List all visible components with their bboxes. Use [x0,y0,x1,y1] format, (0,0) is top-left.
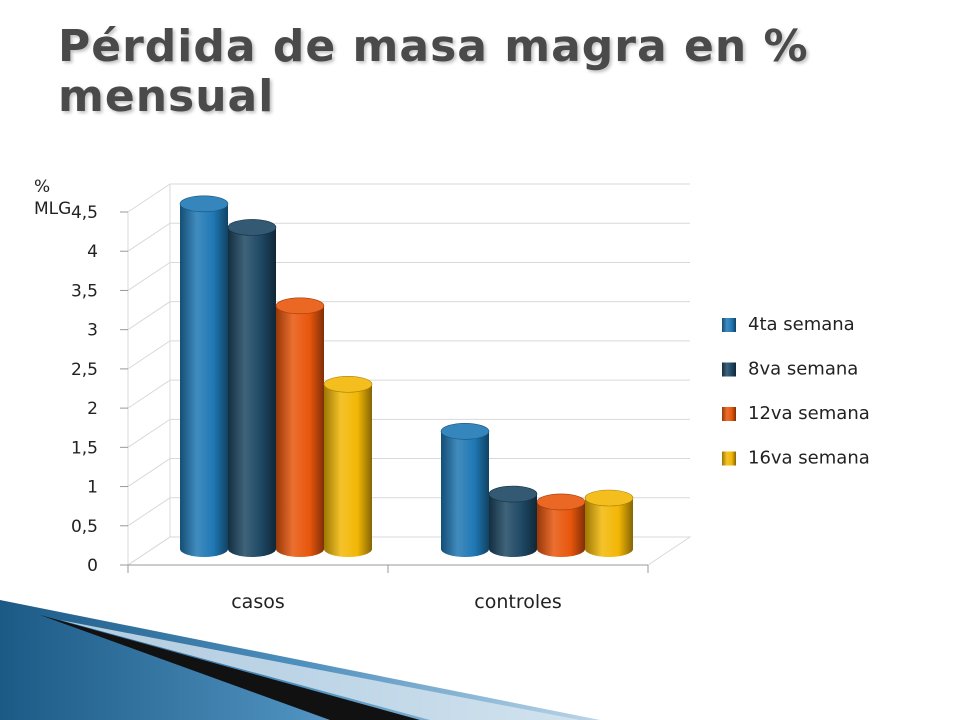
bar [440,423,490,557]
bar-top [323,375,373,393]
legend-label: 16va semana [748,448,870,469]
page-title: Pérdida de masa magra en % mensual [58,21,809,122]
legend-label: 12va semana [748,403,870,424]
bar [323,375,373,557]
decor-swoosh-light [60,620,580,720]
legend-swatch [722,451,736,466]
bar [536,493,586,557]
y-tick-label: 2,5 [71,360,98,380]
bar-body [228,227,276,557]
bar-body [489,494,537,557]
decor-swoosh-black [40,615,420,720]
x-tick-label: casos [231,591,285,613]
y-axis-label: % MLG [34,177,71,219]
decor-swoosh-blue [0,600,600,720]
y-tick-label: 1,5 [71,438,98,458]
axis-layer [120,211,649,573]
y-tick-label: 0,5 [71,517,98,537]
bar-top [440,423,490,440]
y-tick-label: 0 [87,556,98,576]
bar-top [227,219,277,236]
grid-layer [126,183,692,566]
bar-top [488,485,538,503]
bar [179,195,229,557]
label-layer: 0 0,5 1 1,5 2 2,5 3 3,5 4 4,5% MLG casos controles [34,177,562,613]
x-tick-label: controles [474,591,561,613]
bar [275,297,325,557]
bar-body [585,498,633,557]
bar-top [179,195,229,213]
legend-item: 4ta semana [722,314,855,335]
y-tick-label: 3,5 [71,281,98,301]
y-tick-label: 4 [87,242,98,262]
y-tick-label: 2 [87,399,98,419]
legend-item: 16va semana [722,448,870,469]
legend-item: 8va semana [722,359,858,380]
bar-top [584,489,634,507]
y-tick-label: 4,5 [71,203,98,223]
bar-body [441,431,489,557]
bar [584,489,634,557]
bar [488,485,538,557]
bar-top [275,297,325,315]
bar-body [276,305,324,557]
legend-swatch [722,407,736,421]
y-tick-label: 1 [87,478,98,498]
legend: 4ta semana 8va semana 12va semana 16va sema… [722,314,870,469]
bar-body [180,203,228,557]
bar-body [537,501,585,557]
bar-body [324,384,372,557]
legend-label: 8va semana [748,359,858,380]
legend-swatch [722,318,736,332]
legend-swatch [722,362,736,377]
bar-layer [179,195,634,557]
y-tick-label: 3 [87,321,98,341]
legend-item: 12va semana [722,403,870,424]
bar [227,219,277,557]
legend-label: 4ta semana [748,314,855,335]
